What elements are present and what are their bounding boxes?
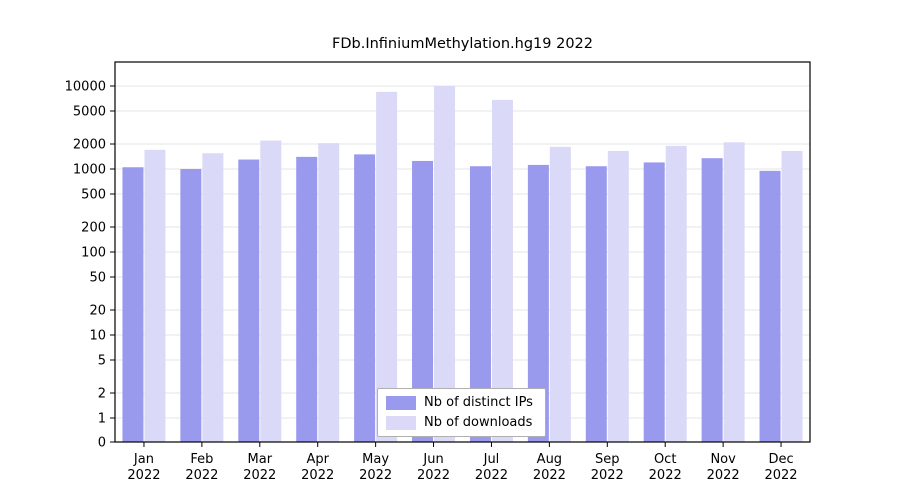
bar-downloads-sep <box>607 150 629 442</box>
bar-distinct-ips-dec <box>759 170 781 442</box>
bar-downloads-aug <box>549 146 571 442</box>
x-tick-label-year: 2022 <box>127 468 160 483</box>
bar-distinct-ips-jan <box>122 167 144 443</box>
bar-distinct-ips-jun <box>412 160 434 442</box>
legend-swatch-distinct-ips <box>386 395 416 410</box>
bar-distinct-ips-aug <box>527 164 549 442</box>
y-tick-label: 10000 <box>65 80 106 95</box>
x-tick-label-year: 2022 <box>764 468 797 483</box>
bar-downloads-nov <box>723 142 745 442</box>
y-tick-label: 1 <box>98 412 106 427</box>
x-tick-label-month: Jun <box>422 452 443 467</box>
x-tick-label-month: Mar <box>248 452 273 467</box>
x-tick-label-year: 2022 <box>301 468 334 483</box>
bar-downloads-dec <box>781 150 803 442</box>
legend-swatch-downloads <box>386 415 416 430</box>
bar-distinct-ips-feb <box>180 169 202 442</box>
y-tick-label: 200 <box>81 221 106 236</box>
x-tick-label-month: Oct <box>654 452 676 467</box>
legend-label-downloads: Nb of downloads <box>424 415 533 430</box>
x-tick-label-month: Dec <box>768 452 793 467</box>
x-tick-label-month: Aug <box>537 452 562 467</box>
legend-item-distinct-ips: Nb of distinct IPs <box>386 395 533 410</box>
x-tick-label-year: 2022 <box>591 468 624 483</box>
legend-label-distinct-ips: Nb of distinct IPs <box>424 395 533 410</box>
chart-title: FDb.InfiniumMethylation.hg19 2022 <box>332 36 593 52</box>
y-tick-label: 20 <box>89 304 106 319</box>
bar-distinct-ips-apr <box>296 156 318 442</box>
x-tick-label-month: Jan <box>133 452 154 467</box>
bar-distinct-ips-oct <box>643 162 665 442</box>
bar-downloads-jun <box>434 86 456 442</box>
x-tick-label-month: Nov <box>710 452 736 467</box>
bar-downloads-may <box>376 91 398 443</box>
x-tick-label-year: 2022 <box>649 468 682 483</box>
bar-distinct-ips-mar <box>238 159 260 442</box>
legend: Nb of distinct IPs Nb of downloads <box>377 388 546 437</box>
x-tick-label-month: Apr <box>306 452 329 467</box>
bar-downloads-mar <box>260 140 282 442</box>
y-tick-label: 1000 <box>73 163 106 178</box>
bar-downloads-oct <box>665 145 687 442</box>
bar-downloads-jan <box>144 149 166 442</box>
bar-downloads-feb <box>202 153 224 443</box>
legend-item-downloads: Nb of downloads <box>386 415 533 430</box>
bar-downloads-jul <box>491 99 513 442</box>
x-tick-label-year: 2022 <box>185 468 218 483</box>
y-tick-label: 50 <box>89 270 106 285</box>
bar-distinct-ips-jul <box>469 166 491 442</box>
x-tick-label-month: May <box>362 452 389 467</box>
bar-distinct-ips-sep <box>585 166 607 442</box>
x-tick-label-month: Sep <box>595 452 620 467</box>
x-tick-label-month: Jul <box>483 452 500 467</box>
y-tick-label: 100 <box>81 246 106 261</box>
x-tick-label-year: 2022 <box>359 468 392 483</box>
y-tick-label: 5 <box>98 353 106 368</box>
y-tick-label: 2 <box>98 387 106 402</box>
x-tick-label-year: 2022 <box>533 468 566 483</box>
x-tick-label-year: 2022 <box>417 468 450 483</box>
y-tick-label: 500 <box>81 187 106 202</box>
x-tick-label-month: Feb <box>190 452 213 467</box>
bar-distinct-ips-may <box>354 154 376 442</box>
y-tick-label: 10 <box>89 329 106 344</box>
x-tick-label-year: 2022 <box>475 468 508 483</box>
y-tick-label: 0 <box>98 436 106 451</box>
x-tick-label-year: 2022 <box>243 468 276 483</box>
bar-downloads-apr <box>318 143 340 442</box>
bar-distinct-ips-nov <box>701 158 723 442</box>
y-tick-label: 2000 <box>73 138 106 153</box>
y-tick-label: 5000 <box>73 104 106 119</box>
x-tick-label-year: 2022 <box>707 468 740 483</box>
